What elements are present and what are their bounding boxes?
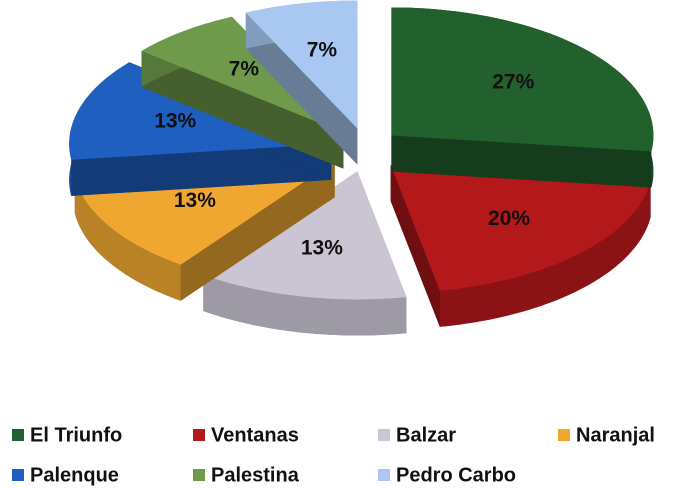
legend-label: Palenque — [30, 464, 119, 486]
slice — [391, 7, 654, 188]
legend-swatch — [378, 429, 390, 441]
slice — [390, 165, 651, 327]
legend-label: Ventanas — [211, 424, 299, 446]
slice-side — [390, 165, 440, 327]
slice-top — [203, 171, 407, 300]
slice-side — [245, 12, 358, 165]
legend-swatch — [378, 469, 390, 481]
slice-top — [390, 165, 651, 291]
legend-label: Pedro Carbo — [396, 464, 516, 486]
slice-side — [71, 143, 332, 196]
slice-top — [391, 7, 654, 152]
data-label: 20% — [488, 207, 530, 230]
legend-swatch — [12, 429, 24, 441]
legend-swatch — [193, 469, 205, 481]
legend-swatch — [12, 469, 24, 481]
data-label: 13% — [174, 189, 216, 212]
data-label: 7% — [307, 39, 338, 62]
slice-wall — [439, 181, 651, 327]
legend-label: Naranjal — [576, 424, 655, 446]
slice — [203, 171, 407, 336]
slice-wall — [203, 275, 407, 336]
legend-label: Palestina — [211, 464, 300, 486]
data-label: 7% — [229, 57, 260, 80]
slice-side — [391, 135, 652, 188]
slice-top — [245, 0, 358, 129]
data-label: 27% — [492, 71, 534, 94]
data-label: 13% — [301, 236, 343, 259]
legend-swatch — [558, 429, 570, 441]
legend-swatch — [193, 429, 205, 441]
legend-label: El Triunfo — [30, 424, 122, 446]
legend-label: Balzar — [396, 424, 456, 446]
slice-wall — [74, 177, 181, 301]
slice-side — [141, 51, 344, 169]
data-label: 13% — [154, 109, 196, 132]
slice — [245, 0, 358, 165]
slice-top — [141, 16, 344, 133]
